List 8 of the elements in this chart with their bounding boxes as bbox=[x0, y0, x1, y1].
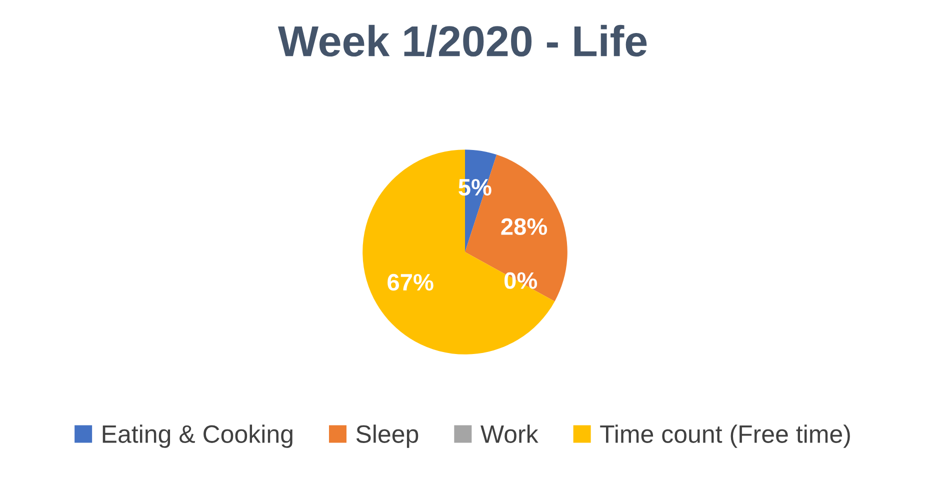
legend-label: Time count (Free time) bbox=[600, 424, 850, 448]
legend-label: Eating & Cooking bbox=[102, 424, 292, 448]
text: 0% bbox=[504, 272, 538, 289]
legend-label: Sleep bbox=[356, 424, 418, 448]
chart-title: Week 1/2020 - Life bbox=[278, 24, 647, 57]
legend-label: Work bbox=[480, 424, 538, 443]
data-label: 67% bbox=[388, 274, 434, 291]
data-label: 28% bbox=[501, 218, 548, 235]
